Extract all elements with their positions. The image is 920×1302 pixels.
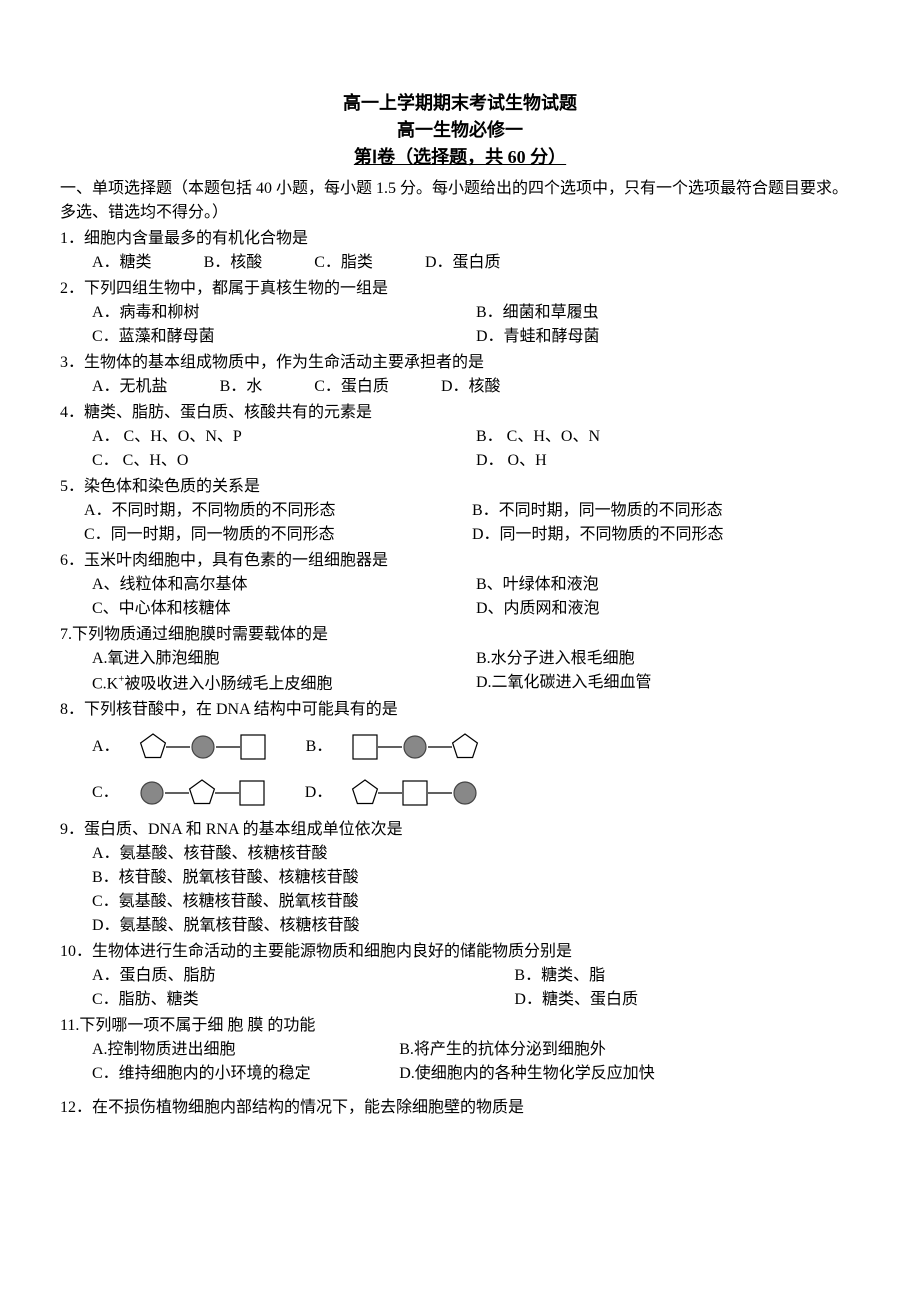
section-header: 第Ⅰ卷（选择题，共 60 分） xyxy=(60,144,860,171)
q11-stem: 11.下列哪一项不属于细 胞 膜 的功能 xyxy=(60,1014,860,1038)
q5-opt-a: A．不同时期，不同物质的不同形态 xyxy=(84,499,472,523)
q8-diagram-a xyxy=(128,726,278,768)
q6-opt-d: D、内质网和液泡 xyxy=(476,597,860,621)
q7-opt-c-post: 被吸收进入小肠绒毛上皮细胞 xyxy=(124,675,332,692)
q1-opt-a: A．糖类 xyxy=(92,251,152,275)
q6-opt-c: C、中心体和核糖体 xyxy=(92,597,476,621)
q5-options: A．不同时期，不同物质的不同形态 B．不同时期，同一物质的不同形态 C．同一时期… xyxy=(60,499,860,547)
page-title: 高一上学期期末考试生物试题 xyxy=(60,90,860,117)
q4-opt-b: B． C、H、O、N xyxy=(476,425,860,449)
question-4: 4．糖类、脂肪、蛋白质、核酸共有的元素是 A． C、H、O、N、P B． C、H… xyxy=(60,401,860,473)
q8-diagram-d xyxy=(340,772,490,814)
q7-opt-c: C.K+被吸收进入小肠绒毛上皮细胞 xyxy=(92,671,476,696)
question-8: 8．下列核苷酸中，在 DNA 结构中可能具有的是 A． B． C． D． xyxy=(60,698,860,814)
q7-opt-c-pre: C.K xyxy=(92,675,118,692)
q10-stem: 10．生物体进行生命活动的主要能源物质和细胞内良好的储能物质分别是 xyxy=(60,940,860,964)
q8-opt-b-label: B． xyxy=(306,735,333,759)
q2-stem: 2．下列四组生物中，都属于真核生物的一组是 xyxy=(60,277,860,301)
question-1: 1．细胞内含量最多的有机化合物是 A．糖类 B．核酸 C．脂类 D．蛋白质 xyxy=(60,227,860,275)
q8-opt-d-label: D． xyxy=(305,781,333,805)
page-subtitle: 高一生物必修一 xyxy=(60,117,860,144)
q8-diagram-b xyxy=(340,726,490,768)
q8-opt-c-label: C． xyxy=(92,781,119,805)
q1-opt-b: B．核酸 xyxy=(204,251,263,275)
q11-options: A.控制物质进出细胞 B.将产生的抗体分泌到细胞外 C．维持细胞内的小环境的稳定… xyxy=(60,1038,860,1086)
question-5: 5．染色体和染色质的关系是 A．不同时期，不同物质的不同形态 B．不同时期，同一… xyxy=(60,475,860,547)
q2-opt-d: D．青蛙和酵母菌 xyxy=(476,325,860,349)
q8-stem: 8．下列核苷酸中，在 DNA 结构中可能具有的是 xyxy=(60,698,860,722)
q3-opt-a: A．无机盐 xyxy=(92,375,168,399)
question-3: 3．生物体的基本组成物质中，作为生命活动主要承担者的是 A．无机盐 B．水 C．… xyxy=(60,351,860,399)
q10-options: A．蛋白质、脂肪 B．糖类、脂 C．脂肪、糖类 D．糖类、蛋白质 xyxy=(60,964,860,1012)
q6-opt-b: B、叶绿体和液泡 xyxy=(476,573,860,597)
instructions: 一、单项选择题（本题包括 40 小题，每小题 1.5 分。每小题给出的四个选项中… xyxy=(60,177,860,225)
q6-stem: 6．玉米叶肉细胞中，具有色素的一组细胞器是 xyxy=(60,549,860,573)
q5-opt-c: C．同一时期，同一物质的不同形态 xyxy=(84,523,472,547)
q4-opt-d: D． O、H xyxy=(476,449,860,473)
q1-stem: 1．细胞内含量最多的有机化合物是 xyxy=(60,227,860,251)
q8-row-2: C． D． xyxy=(60,772,860,814)
q2-opt-c: C．蓝藻和酵母菌 xyxy=(92,325,476,349)
q10-opt-a: A．蛋白质、脂肪 xyxy=(92,964,514,988)
q4-opt-a: A． C、H、O、N、P xyxy=(92,425,476,449)
q2-options: A．病毒和柳树 B．细菌和草履虫 C．蓝藻和酵母菌 D．青蛙和酵母菌 xyxy=(60,301,860,349)
q9-opt-c: C．氨基酸、核糖核苷酸、脱氧核苷酸 xyxy=(92,890,860,914)
q9-opt-a: A．氨基酸、核苷酸、核糖核苷酸 xyxy=(92,842,860,866)
q7-opt-b: B.水分子进入根毛细胞 xyxy=(476,647,860,671)
q9-options: A．氨基酸、核苷酸、核糖核苷酸 B．核苷酸、脱氧核苷酸、核糖核苷酸 C．氨基酸、… xyxy=(60,842,860,938)
q11-opt-b: B.将产生的抗体分泌到细胞外 xyxy=(399,1038,860,1062)
q6-options: A、线粒体和高尔基体 B、叶绿体和液泡 C、中心体和核糖体 D、内质网和液泡 xyxy=(60,573,860,621)
q3-opt-b: B．水 xyxy=(220,375,263,399)
q4-options: A． C、H、O、N、P B． C、H、O、N C． C、H、O D． O、H xyxy=(60,425,860,473)
q7-stem: 7.下列物质通过细胞膜时需要载体的是 xyxy=(60,623,860,647)
q5-stem: 5．染色体和染色质的关系是 xyxy=(60,475,860,499)
q12-stem: 12．在不损伤植物细胞内部结构的情况下，能去除细胞壁的物质是 xyxy=(60,1096,860,1120)
question-9: 9．蛋白质、DNA 和 RNA 的基本组成单位依次是 A．氨基酸、核苷酸、核糖核… xyxy=(60,818,860,938)
q1-options: A．糖类 B．核酸 C．脂类 D．蛋白质 xyxy=(60,251,860,275)
question-7: 7.下列物质通过细胞膜时需要载体的是 A.氧进入肺泡细胞 B.水分子进入根毛细胞… xyxy=(60,623,860,696)
q6-opt-a: A、线粒体和高尔基体 xyxy=(92,573,476,597)
q3-options: A．无机盐 B．水 C．蛋白质 D．核酸 xyxy=(60,375,860,399)
q7-opt-d: D.二氧化碳进入毛细血管 xyxy=(476,671,860,696)
q9-opt-b: B．核苷酸、脱氧核苷酸、核糖核苷酸 xyxy=(92,866,860,890)
q10-opt-d: D．糖类、蛋白质 xyxy=(514,988,860,1012)
q8-opt-a-label: A． xyxy=(92,735,120,759)
q4-opt-c: C． C、H、O xyxy=(92,449,476,473)
q5-opt-d: D．同一时期，不同物质的不同形态 xyxy=(472,523,860,547)
q3-opt-d: D．核酸 xyxy=(441,375,501,399)
question-11: 11.下列哪一项不属于细 胞 膜 的功能 A.控制物质进出细胞 B.将产生的抗体… xyxy=(60,1014,860,1086)
q3-opt-c: C．蛋白质 xyxy=(314,375,389,399)
q10-opt-c: C．脂肪、糖类 xyxy=(92,988,514,1012)
q11-opt-d: D.使细胞内的各种生物化学反应加快 xyxy=(399,1062,860,1086)
q7-options: A.氧进入肺泡细胞 B.水分子进入根毛细胞 C.K+被吸收进入小肠绒毛上皮细胞 … xyxy=(60,647,860,696)
q10-opt-b: B．糖类、脂 xyxy=(514,964,860,988)
q7-opt-a: A.氧进入肺泡细胞 xyxy=(92,647,476,671)
q2-opt-a: A．病毒和柳树 xyxy=(92,301,476,325)
q5-opt-b: B．不同时期，同一物质的不同形态 xyxy=(472,499,860,523)
q11-opt-a: A.控制物质进出细胞 xyxy=(92,1038,399,1062)
q8-diagram-c xyxy=(127,772,277,814)
q1-opt-d: D．蛋白质 xyxy=(425,251,501,275)
q2-opt-b: B．细菌和草履虫 xyxy=(476,301,860,325)
question-12: 12．在不损伤植物细胞内部结构的情况下，能去除细胞壁的物质是 xyxy=(60,1096,860,1120)
q11-opt-c: C．维持细胞内的小环境的稳定 xyxy=(92,1062,399,1086)
q9-stem: 9．蛋白质、DNA 和 RNA 的基本组成单位依次是 xyxy=(60,818,860,842)
q3-stem: 3．生物体的基本组成物质中，作为生命活动主要承担者的是 xyxy=(60,351,860,375)
q1-opt-c: C．脂类 xyxy=(314,251,373,275)
question-10: 10．生物体进行生命活动的主要能源物质和细胞内良好的储能物质分别是 A．蛋白质、… xyxy=(60,940,860,1012)
question-2: 2．下列四组生物中，都属于真核生物的一组是 A．病毒和柳树 B．细菌和草履虫 C… xyxy=(60,277,860,349)
q8-row-1: A． B． xyxy=(60,726,860,768)
q9-opt-d: D．氨基酸、脱氧核苷酸、核糖核苷酸 xyxy=(92,914,860,938)
q4-stem: 4．糖类、脂肪、蛋白质、核酸共有的元素是 xyxy=(60,401,860,425)
question-6: 6．玉米叶肉细胞中，具有色素的一组细胞器是 A、线粒体和高尔基体 B、叶绿体和液… xyxy=(60,549,860,621)
